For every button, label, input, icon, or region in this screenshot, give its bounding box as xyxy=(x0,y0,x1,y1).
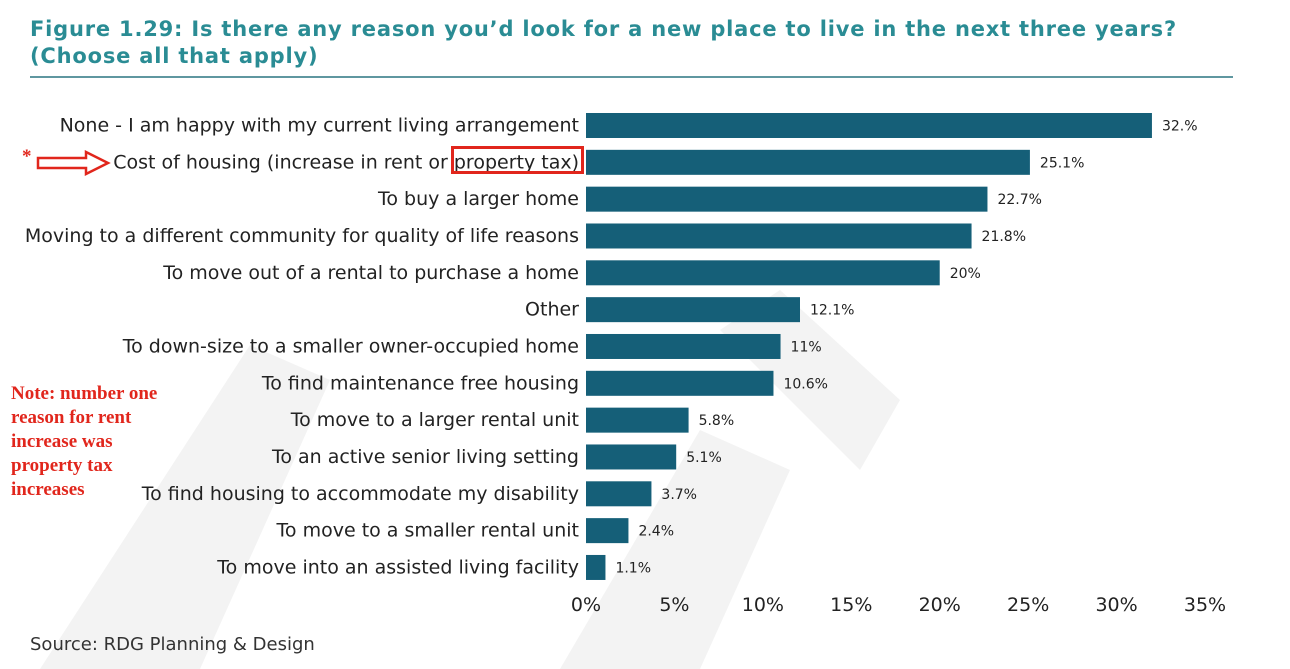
category-label-2: To buy a larger home xyxy=(377,188,579,210)
x-tick-label-3: 15% xyxy=(830,594,872,616)
bar-11 xyxy=(586,518,629,544)
bar-6 xyxy=(586,333,781,359)
x-tick-label-2: 10% xyxy=(742,594,784,616)
value-label-10: 3.7% xyxy=(661,487,697,503)
category-label-6: To down-size to a smaller owner-occupied… xyxy=(122,335,579,357)
value-label-12: 1.1% xyxy=(615,560,651,576)
value-label-3: 21.8% xyxy=(982,229,1026,245)
bar-1 xyxy=(586,149,1030,175)
chart-title: Figure 1.29: Is there any reason you’d l… xyxy=(30,17,1177,68)
x-tick-label-1: 5% xyxy=(659,594,689,616)
value-label-5: 12.1% xyxy=(810,303,854,319)
bar-2 xyxy=(586,186,988,212)
value-label-11: 2.4% xyxy=(638,524,674,540)
value-label-7: 10.6% xyxy=(783,376,827,392)
x-tick-label-4: 20% xyxy=(919,594,961,616)
labels-layer: None - I am happy with my current living… xyxy=(25,115,1198,579)
x-tick-label-0: 0% xyxy=(571,594,601,616)
bar-8 xyxy=(586,407,689,433)
category-label-10: To find housing to accommodate my disabi… xyxy=(141,483,579,505)
category-label-3: Moving to a different community for qual… xyxy=(25,225,579,247)
value-label-1: 25.1% xyxy=(1040,155,1084,171)
property-tax-highlight-box xyxy=(451,146,584,174)
category-label-7: To find maintenance free housing xyxy=(261,372,579,394)
bar-7 xyxy=(586,370,774,396)
value-label-9: 5.1% xyxy=(686,450,722,466)
category-label-5: Other xyxy=(525,299,579,321)
bars-layer xyxy=(586,113,1152,580)
asterisk-marker: * xyxy=(22,146,32,167)
x-tick-label-5: 25% xyxy=(1007,594,1049,616)
value-label-6: 11% xyxy=(791,339,822,355)
value-label-2: 22.7% xyxy=(997,192,1041,208)
value-label-0: 32.% xyxy=(1162,119,1198,135)
bar-10 xyxy=(586,481,652,507)
bar-5 xyxy=(586,297,800,323)
title-divider xyxy=(30,76,1233,78)
category-label-0: None - I am happy with my current living… xyxy=(60,115,579,137)
category-label-11: To move to a smaller rental unit xyxy=(276,520,579,542)
category-label-9: To an active senior living setting xyxy=(271,446,579,468)
source-note: Source: RDG Planning & Design xyxy=(30,634,315,655)
x-tick-label-7: 35% xyxy=(1184,594,1226,616)
right-arrow-icon xyxy=(36,150,111,176)
x-tick-label-6: 30% xyxy=(1095,594,1137,616)
x-axis-ticks: 0% 5% 10% 15% 20% 25% 30% 35% xyxy=(571,594,1226,616)
bar-12 xyxy=(586,554,606,580)
category-label-4: To move out of a rental to purchase a ho… xyxy=(162,262,579,284)
bar-3 xyxy=(586,223,972,249)
bar-9 xyxy=(586,444,677,470)
category-label-1: Cost of housing (increase in rent or pro… xyxy=(113,151,579,173)
value-label-8: 5.8% xyxy=(699,413,735,429)
category-label-8: To move to a larger rental unit xyxy=(290,409,579,431)
value-label-4: 20% xyxy=(950,266,981,282)
annotation-note: Note: number one reason for rent increas… xyxy=(11,383,158,500)
bar-0 xyxy=(586,113,1152,138)
bar-4 xyxy=(586,260,940,286)
category-label-12: To move into an assisted living facility xyxy=(216,556,579,578)
